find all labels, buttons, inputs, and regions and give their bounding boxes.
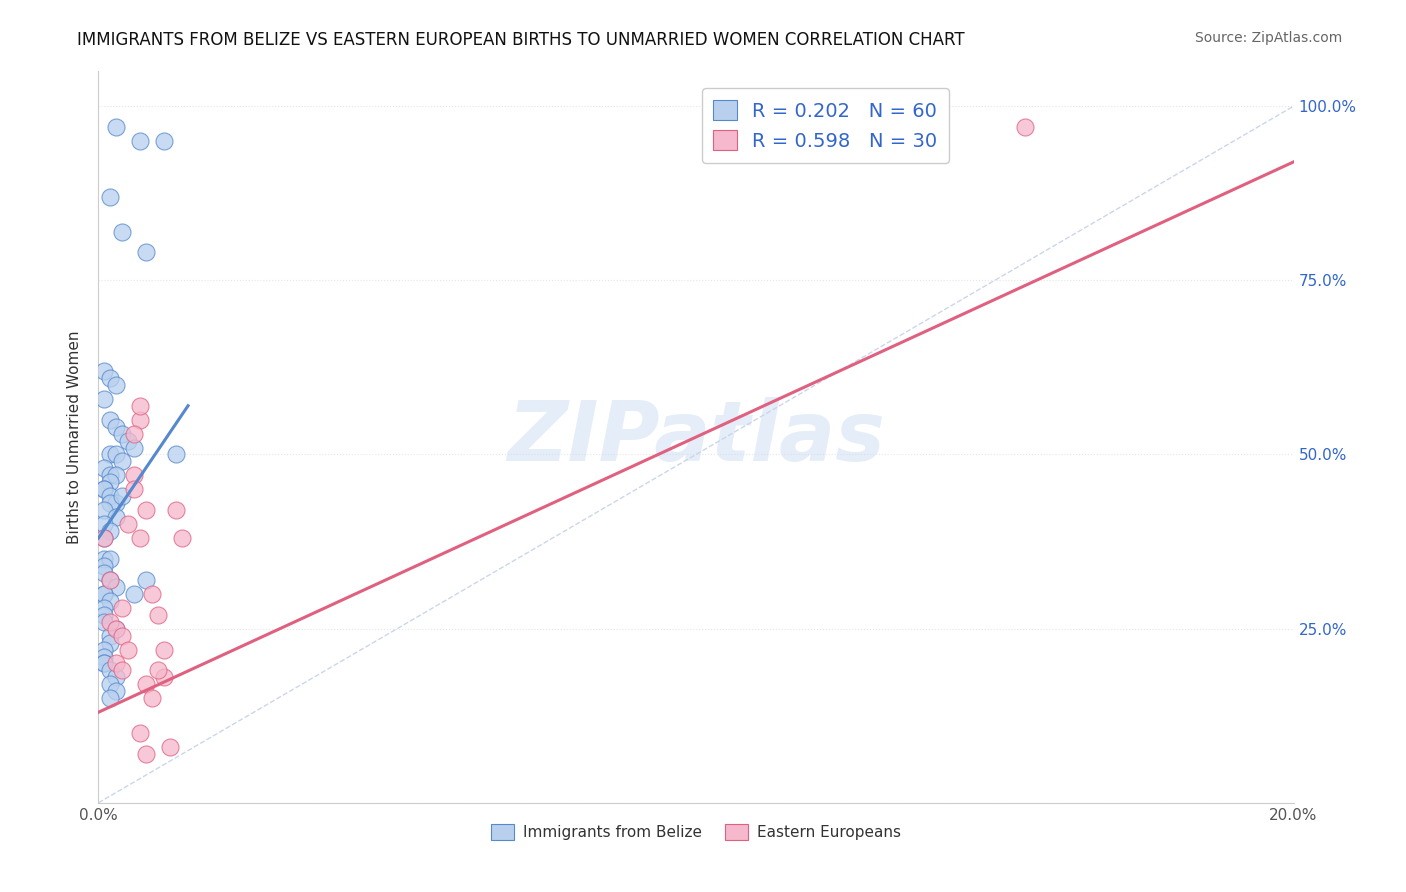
Point xyxy=(105,377,128,392)
Point xyxy=(111,664,134,678)
Point xyxy=(98,635,122,649)
Point xyxy=(98,691,122,706)
Point xyxy=(105,580,128,594)
Point xyxy=(98,412,122,426)
Point xyxy=(98,677,122,691)
Point xyxy=(129,134,152,148)
Point xyxy=(93,558,115,573)
Point xyxy=(93,392,115,406)
Point xyxy=(98,524,122,538)
Point xyxy=(165,448,187,462)
Point xyxy=(111,600,134,615)
Point xyxy=(105,622,128,636)
Point xyxy=(111,426,134,441)
Point xyxy=(111,225,134,239)
Point xyxy=(141,587,163,601)
Text: ZIPatlas: ZIPatlas xyxy=(508,397,884,477)
Point xyxy=(124,587,146,601)
Point xyxy=(93,642,115,657)
Point xyxy=(105,670,128,684)
Point xyxy=(93,566,115,580)
Point xyxy=(124,426,146,441)
Point xyxy=(98,496,122,510)
Point xyxy=(93,607,115,622)
Point xyxy=(105,657,128,671)
Point xyxy=(93,657,115,671)
Point xyxy=(98,371,122,385)
Point xyxy=(105,120,128,134)
Point xyxy=(153,670,176,684)
Point xyxy=(117,517,139,532)
Point xyxy=(135,573,157,587)
Point xyxy=(98,489,122,503)
Point xyxy=(98,573,122,587)
Point xyxy=(98,573,122,587)
Point xyxy=(93,615,115,629)
Point xyxy=(1014,120,1036,134)
Point xyxy=(141,691,163,706)
Point xyxy=(93,649,115,664)
Point xyxy=(93,552,115,566)
Point xyxy=(98,552,122,566)
Point xyxy=(135,503,157,517)
Point xyxy=(129,726,152,740)
Point xyxy=(135,245,157,260)
Point xyxy=(153,134,176,148)
Point xyxy=(124,468,146,483)
Point xyxy=(117,642,139,657)
Point xyxy=(98,615,122,629)
Point xyxy=(98,468,122,483)
Point xyxy=(93,483,115,497)
Point xyxy=(105,684,128,698)
Point xyxy=(93,461,115,475)
Point xyxy=(98,475,122,490)
Point xyxy=(105,510,128,524)
Point xyxy=(105,622,128,636)
Point xyxy=(93,531,115,545)
Point xyxy=(159,740,181,755)
Text: Source: ZipAtlas.com: Source: ZipAtlas.com xyxy=(1195,31,1343,45)
Point xyxy=(129,531,152,545)
Point xyxy=(135,747,157,761)
Point xyxy=(148,664,170,678)
Point xyxy=(153,642,176,657)
Point xyxy=(111,489,134,503)
Point xyxy=(93,531,115,545)
Point xyxy=(105,496,128,510)
Y-axis label: Births to Unmarried Women: Births to Unmarried Women xyxy=(67,330,83,544)
Point xyxy=(105,468,128,483)
Point xyxy=(93,503,115,517)
Point xyxy=(93,364,115,378)
Point xyxy=(129,412,152,426)
Point xyxy=(117,434,139,448)
Point xyxy=(105,419,128,434)
Point xyxy=(135,677,157,691)
Point xyxy=(148,607,170,622)
Point xyxy=(124,483,146,497)
Point xyxy=(98,664,122,678)
Point xyxy=(93,657,115,671)
Point xyxy=(98,448,122,462)
Point xyxy=(124,441,146,455)
Point xyxy=(93,600,115,615)
Point xyxy=(111,454,134,468)
Point xyxy=(98,629,122,643)
Point xyxy=(111,629,134,643)
Point xyxy=(93,587,115,601)
Point xyxy=(105,448,128,462)
Point xyxy=(98,190,122,204)
Legend: Immigrants from Belize, Eastern Europeans: Immigrants from Belize, Eastern European… xyxy=(485,818,907,847)
Point xyxy=(93,517,115,532)
Point xyxy=(165,503,187,517)
Point xyxy=(129,399,152,413)
Point xyxy=(93,483,115,497)
Text: IMMIGRANTS FROM BELIZE VS EASTERN EUROPEAN BIRTHS TO UNMARRIED WOMEN CORRELATION: IMMIGRANTS FROM BELIZE VS EASTERN EUROPE… xyxy=(77,31,965,49)
Point xyxy=(172,531,194,545)
Point xyxy=(93,587,115,601)
Point xyxy=(98,594,122,608)
